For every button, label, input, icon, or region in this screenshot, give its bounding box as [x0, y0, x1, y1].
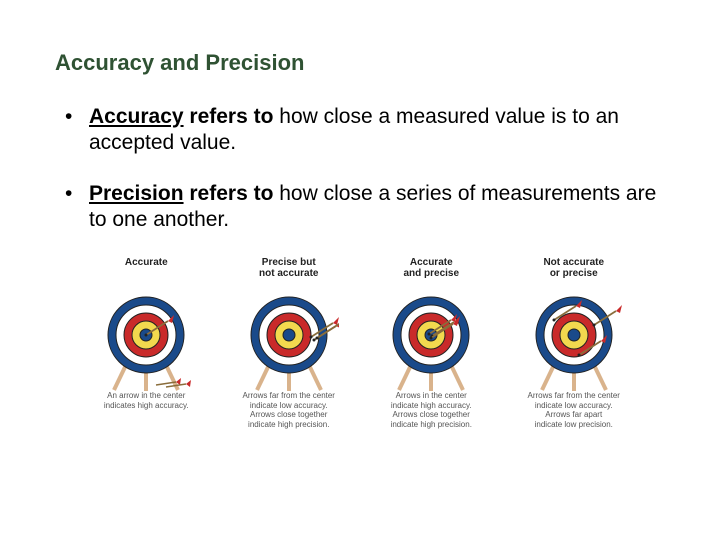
target-diagram [239, 285, 339, 385]
bullet-mid: refers to [184, 105, 274, 128]
panel-accurate-precise: Accurate and precise Arrows in the cente… [360, 257, 503, 429]
term-precision: Precision [89, 182, 184, 205]
panel-title: Accurate [125, 257, 168, 281]
panel-caption: Arrows far from the center indicate low … [243, 391, 335, 429]
targets-row: Accurate An arrow in the center indicate… [55, 257, 665, 429]
panel-title: Precise but not accurate [259, 257, 318, 281]
bullet-precision: Precision refers to how close a series o… [65, 181, 665, 234]
panel-not-accurate-precise: Not accurate or precise Arrows far from … [503, 257, 646, 429]
panel-title: Not accurate or precise [543, 257, 604, 281]
term-accuracy: Accuracy [89, 105, 184, 128]
panel-title: Accurate and precise [403, 257, 459, 281]
target-diagram [524, 285, 624, 385]
panel-caption: Arrows far from the center indicate low … [528, 391, 620, 429]
bullet-mid: refers to [184, 182, 274, 205]
target-diagram [96, 285, 196, 385]
panel-caption: Arrows in the center indicate high accur… [391, 391, 472, 429]
panel-accurate: Accurate An arrow in the center indicate… [75, 257, 218, 410]
bullet-list: Accuracy refers to how close a measured … [65, 104, 665, 233]
target-diagram [381, 285, 481, 385]
bullet-accuracy: Accuracy refers to how close a measured … [65, 104, 665, 157]
panel-precise-not-accurate: Precise but not accurate Arrows far from… [218, 257, 361, 429]
slide-title: Accuracy and Precision [55, 50, 665, 76]
